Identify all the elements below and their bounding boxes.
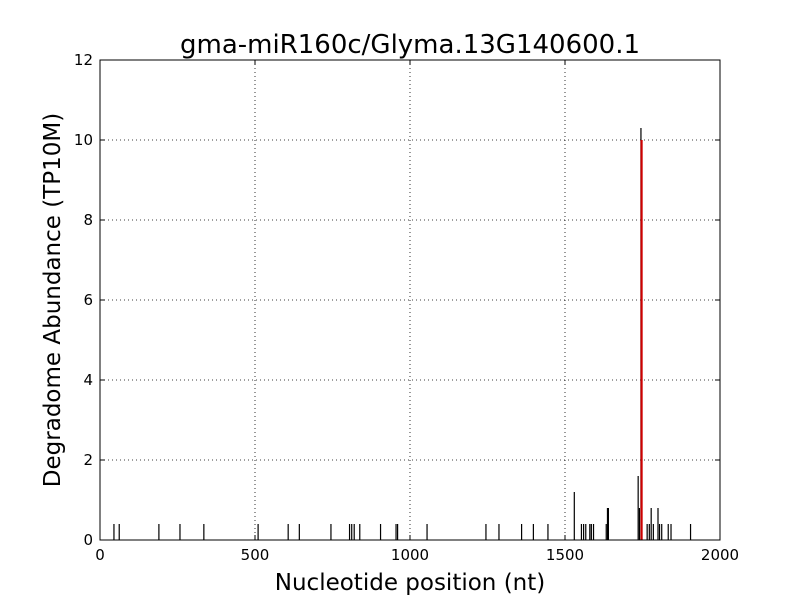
y-tick-label: 10	[74, 131, 93, 149]
y-axis-label: Degradome Abundance (TP10M)	[40, 113, 66, 487]
x-tick-label: 1500	[546, 546, 584, 564]
y-tick-label: 0	[83, 531, 93, 549]
x-tick-label: 500	[241, 546, 270, 564]
x-axis-label: Nucleotide position (nt)	[275, 570, 545, 596]
chart-title: gma-miR160c/Glyma.13G140600.1	[180, 30, 640, 60]
y-tick-label: 12	[74, 51, 93, 69]
x-tick-label: 1000	[391, 546, 429, 564]
y-tick-label: 4	[83, 371, 93, 389]
x-tick-label: 0	[95, 546, 105, 564]
grid	[100, 60, 720, 540]
bar-series	[113, 128, 692, 540]
y-tick-label: 2	[83, 451, 93, 469]
y-tick-label: 8	[83, 211, 93, 229]
axis-ticks: 0 500 1000 1500 2000 0 2 4 6 8 10 12	[74, 51, 739, 564]
x-tick-label: 2000	[701, 546, 739, 564]
y-tick-label: 6	[83, 291, 93, 309]
